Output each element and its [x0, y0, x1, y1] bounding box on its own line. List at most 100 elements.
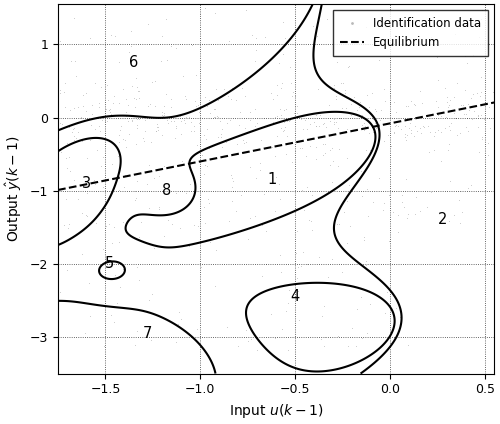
Point — [334, 125, 342, 132]
Point — [332, 96, 340, 103]
Point — [136, 115, 143, 122]
Point — [196, 105, 204, 112]
Point — [70, 137, 78, 143]
Point — [384, 131, 392, 138]
Point — [204, 103, 212, 109]
Point — [362, 186, 370, 192]
Point — [300, 206, 308, 213]
Point — [430, 132, 438, 139]
Point — [324, 16, 332, 22]
Point — [278, 80, 286, 87]
Point — [124, 102, 132, 109]
Point — [376, 57, 384, 64]
Point — [252, 47, 260, 53]
Point — [348, 325, 356, 332]
Point — [358, 192, 366, 199]
Point — [350, 94, 358, 100]
Point — [100, 343, 108, 350]
Point — [306, 121, 314, 128]
Point — [336, 146, 344, 153]
Point — [228, 172, 235, 179]
Point — [262, 228, 270, 234]
Point — [120, 136, 128, 143]
Point — [474, 112, 482, 119]
Point — [88, 110, 96, 117]
Point — [294, 264, 302, 271]
Point — [437, 158, 445, 165]
Point — [252, 123, 260, 129]
Point — [320, 343, 328, 349]
Point — [312, 156, 320, 162]
Point — [176, 225, 184, 232]
Point — [277, 112, 285, 119]
Point — [315, 123, 323, 130]
Point — [476, 92, 484, 99]
Point — [172, 125, 180, 132]
Point — [201, 5, 209, 11]
Point — [392, 32, 400, 39]
Point — [250, 213, 258, 220]
Point — [390, 98, 398, 105]
Point — [78, 209, 86, 216]
Point — [98, 117, 106, 124]
Point — [326, 146, 334, 153]
Point — [356, 103, 364, 110]
Point — [315, 109, 323, 116]
Point — [64, 224, 72, 231]
Point — [95, 123, 103, 129]
Point — [358, 335, 366, 341]
Point — [120, 184, 128, 191]
Point — [252, 174, 260, 181]
Point — [132, 75, 140, 81]
Point — [484, 151, 492, 158]
Point — [240, 139, 248, 146]
Point — [464, 128, 472, 135]
Point — [410, 123, 418, 129]
Point — [172, 45, 179, 51]
Point — [206, 110, 214, 117]
Point — [106, 106, 114, 113]
Point — [74, 103, 82, 110]
Point — [102, 105, 110, 112]
Point — [434, 77, 442, 84]
Point — [202, 94, 209, 101]
Point — [462, 111, 469, 118]
Point — [130, 95, 138, 101]
Point — [110, 319, 118, 326]
Point — [374, 123, 382, 130]
Point — [214, 114, 222, 121]
Point — [70, 105, 78, 112]
Point — [298, 145, 306, 152]
Point — [392, 109, 400, 115]
Point — [86, 122, 94, 128]
Point — [206, 96, 214, 103]
Point — [217, 134, 225, 141]
Point — [283, 118, 291, 125]
Point — [398, 191, 406, 198]
Point — [253, 120, 261, 127]
Point — [341, 195, 349, 202]
Point — [406, 97, 414, 104]
Point — [180, 117, 188, 123]
Point — [157, 58, 165, 64]
Point — [291, 114, 299, 120]
Point — [68, 129, 76, 136]
Point — [158, 131, 166, 138]
Point — [229, 178, 237, 184]
Point — [228, 184, 236, 191]
Point — [413, 128, 421, 134]
Point — [270, 96, 278, 103]
Point — [376, 117, 384, 123]
Point — [252, 58, 260, 65]
Point — [446, 177, 454, 184]
Point — [352, 343, 360, 349]
Point — [192, 71, 200, 78]
Point — [193, 141, 201, 148]
Point — [308, 226, 316, 233]
Point — [278, 125, 285, 131]
Point — [342, 105, 350, 112]
Point — [128, 117, 136, 124]
Point — [90, 177, 98, 184]
Point — [228, 197, 236, 204]
Point — [236, 109, 244, 115]
